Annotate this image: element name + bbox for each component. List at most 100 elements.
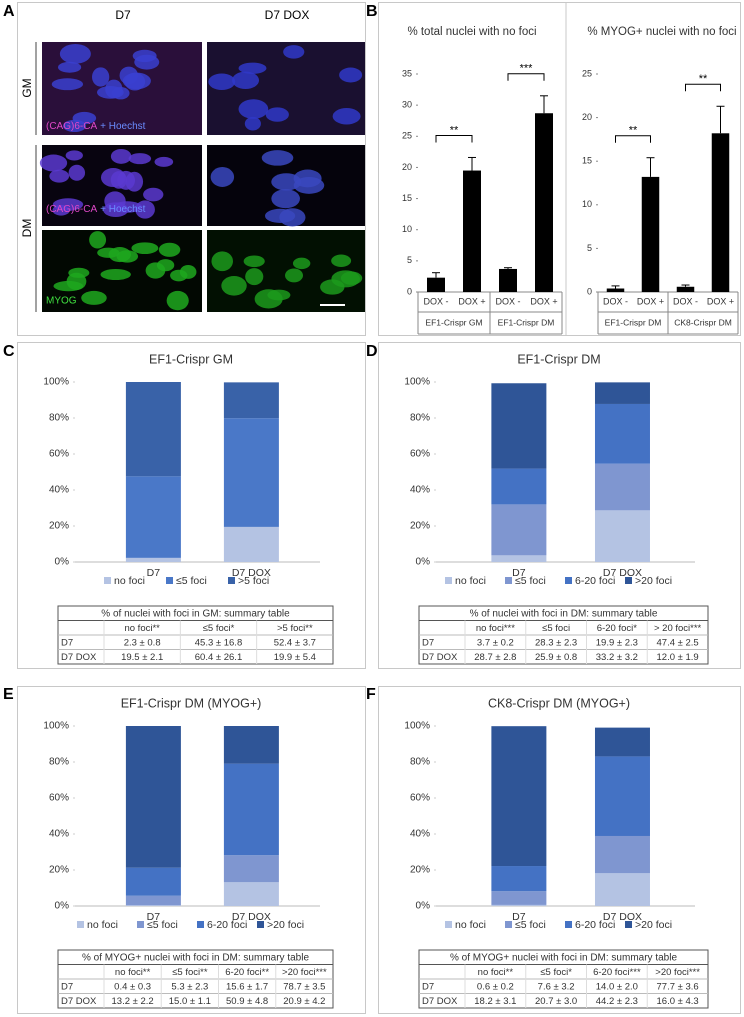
bar-segment bbox=[125, 905, 181, 906]
y-tick-label: 100% bbox=[43, 377, 69, 388]
nucleus bbox=[283, 45, 305, 59]
bar-segment bbox=[125, 867, 181, 896]
nucleus bbox=[221, 275, 247, 296]
panel-label: C bbox=[3, 343, 15, 360]
table-row-label: D7 bbox=[422, 637, 434, 648]
y-tick-label: 20 bbox=[582, 112, 592, 122]
nucleus bbox=[122, 72, 151, 90]
bar-segment bbox=[223, 882, 279, 906]
stain-label: (CAG)6-CA + Hoechst bbox=[46, 204, 146, 215]
bar-segment bbox=[223, 382, 279, 419]
y-tick-label: 35 bbox=[402, 68, 412, 78]
bar-segment bbox=[491, 468, 547, 505]
panel-label: D bbox=[366, 343, 378, 360]
stain-name: + Hoechst bbox=[100, 121, 146, 132]
significance-bracket bbox=[685, 83, 721, 92]
panel-frame bbox=[378, 342, 741, 669]
nucleus bbox=[238, 62, 267, 74]
table-cell: 19.9 ± 5.4 bbox=[274, 652, 316, 663]
nucleus bbox=[166, 290, 189, 311]
panel-frame bbox=[17, 342, 366, 669]
chart-title: CK8-Crispr DM (MYOG+) bbox=[488, 696, 630, 710]
x-tick-label: DOX - bbox=[673, 296, 698, 306]
table-header: ≤5 foci* bbox=[540, 967, 572, 978]
y-tick-label: 20% bbox=[410, 521, 430, 532]
panel-label: B bbox=[366, 3, 378, 20]
legend-swatch bbox=[565, 921, 572, 928]
nucleus bbox=[39, 154, 68, 172]
nucleus bbox=[210, 167, 235, 187]
y-tick-label: 40% bbox=[410, 485, 430, 496]
significance-bracket bbox=[615, 135, 651, 143]
table-row-label: D7 DOX bbox=[61, 996, 97, 1007]
x-tick-label: D7 DOX bbox=[603, 567, 642, 579]
nucleus bbox=[265, 107, 289, 122]
y-tick-label: 60% bbox=[410, 793, 430, 804]
legend-label: >20 foci bbox=[267, 919, 304, 931]
table-cell: 28.7 ± 2.8 bbox=[474, 652, 516, 663]
table-cell: 33.2 ± 3.2 bbox=[596, 652, 638, 663]
y-tick-label: 20 bbox=[402, 162, 412, 172]
nucleus bbox=[340, 271, 363, 285]
table-title: % of MYOG+ nuclei with foci in DM: summa… bbox=[450, 952, 677, 963]
y-tick-label: 80% bbox=[410, 757, 430, 768]
nucleus bbox=[170, 269, 188, 282]
bar-segment bbox=[125, 476, 181, 558]
bar-segment bbox=[594, 403, 650, 464]
significance-bracket bbox=[435, 134, 473, 143]
y-tick-label: 80% bbox=[410, 413, 430, 424]
nucleus bbox=[57, 61, 82, 73]
nucleus bbox=[331, 254, 352, 267]
y-tick-label: 0% bbox=[55, 901, 70, 912]
legend-swatch bbox=[445, 577, 452, 584]
group-label: EF1-Crispr DM bbox=[498, 317, 555, 327]
x-tick-label: DOX - bbox=[603, 296, 628, 306]
x-tick-label: DOX + bbox=[458, 296, 485, 306]
y-tick-label: 0 bbox=[407, 286, 412, 296]
significance: ** bbox=[629, 125, 638, 137]
x-tick-label: D7 bbox=[512, 567, 526, 579]
nucleus bbox=[117, 170, 136, 190]
legend-label: 6-20 foci bbox=[575, 575, 615, 587]
y-tick-label: 20% bbox=[410, 865, 430, 876]
legend-label: ≤5 foci bbox=[515, 919, 546, 931]
stain-name: + Hoechst bbox=[100, 204, 146, 215]
table-cell: 5.3 ± 2.3 bbox=[171, 981, 208, 992]
legend-swatch bbox=[77, 921, 84, 928]
legend-label: no foci bbox=[455, 575, 486, 587]
bar bbox=[676, 286, 695, 292]
y-tick-label: 0% bbox=[416, 557, 431, 568]
y-tick-label: 60% bbox=[49, 449, 69, 460]
panel-frame bbox=[378, 2, 741, 336]
x-tick-label: DOX + bbox=[637, 296, 664, 306]
table-cell: 60.4 ± 26.1 bbox=[195, 652, 242, 663]
bar-segment bbox=[125, 726, 181, 868]
significance-bracket bbox=[507, 73, 545, 81]
table-cell: 28.3 ± 2.3 bbox=[535, 637, 577, 648]
table-cell: 45.3 ± 16.8 bbox=[195, 637, 242, 648]
y-tick-label: 10 bbox=[582, 199, 592, 209]
legend-label: no foci bbox=[455, 919, 486, 931]
y-tick-label: 10 bbox=[402, 224, 412, 234]
bar-segment bbox=[491, 891, 547, 905]
nucleus bbox=[339, 67, 363, 83]
bar-segment bbox=[125, 895, 181, 906]
y-tick-label: 0% bbox=[55, 557, 70, 568]
panel-label: A bbox=[3, 3, 15, 20]
bar-segment bbox=[223, 763, 279, 856]
x-tick-label: D7 bbox=[512, 911, 526, 923]
nucleus bbox=[158, 242, 181, 257]
nucleus bbox=[292, 257, 311, 270]
chart-title: % total nuclei with no foci bbox=[407, 26, 536, 38]
stain-name: (CAG)6-CA bbox=[46, 204, 97, 215]
nucleus bbox=[208, 73, 236, 90]
bar-segment bbox=[125, 382, 181, 477]
bar bbox=[641, 176, 660, 292]
nucleus bbox=[154, 156, 174, 167]
nucleus bbox=[49, 169, 70, 183]
table-header: ≤5 foci** bbox=[172, 967, 208, 978]
nucleus bbox=[285, 268, 304, 283]
bar-segment bbox=[491, 555, 547, 562]
bar-segment bbox=[223, 855, 279, 883]
nucleus bbox=[243, 255, 265, 268]
